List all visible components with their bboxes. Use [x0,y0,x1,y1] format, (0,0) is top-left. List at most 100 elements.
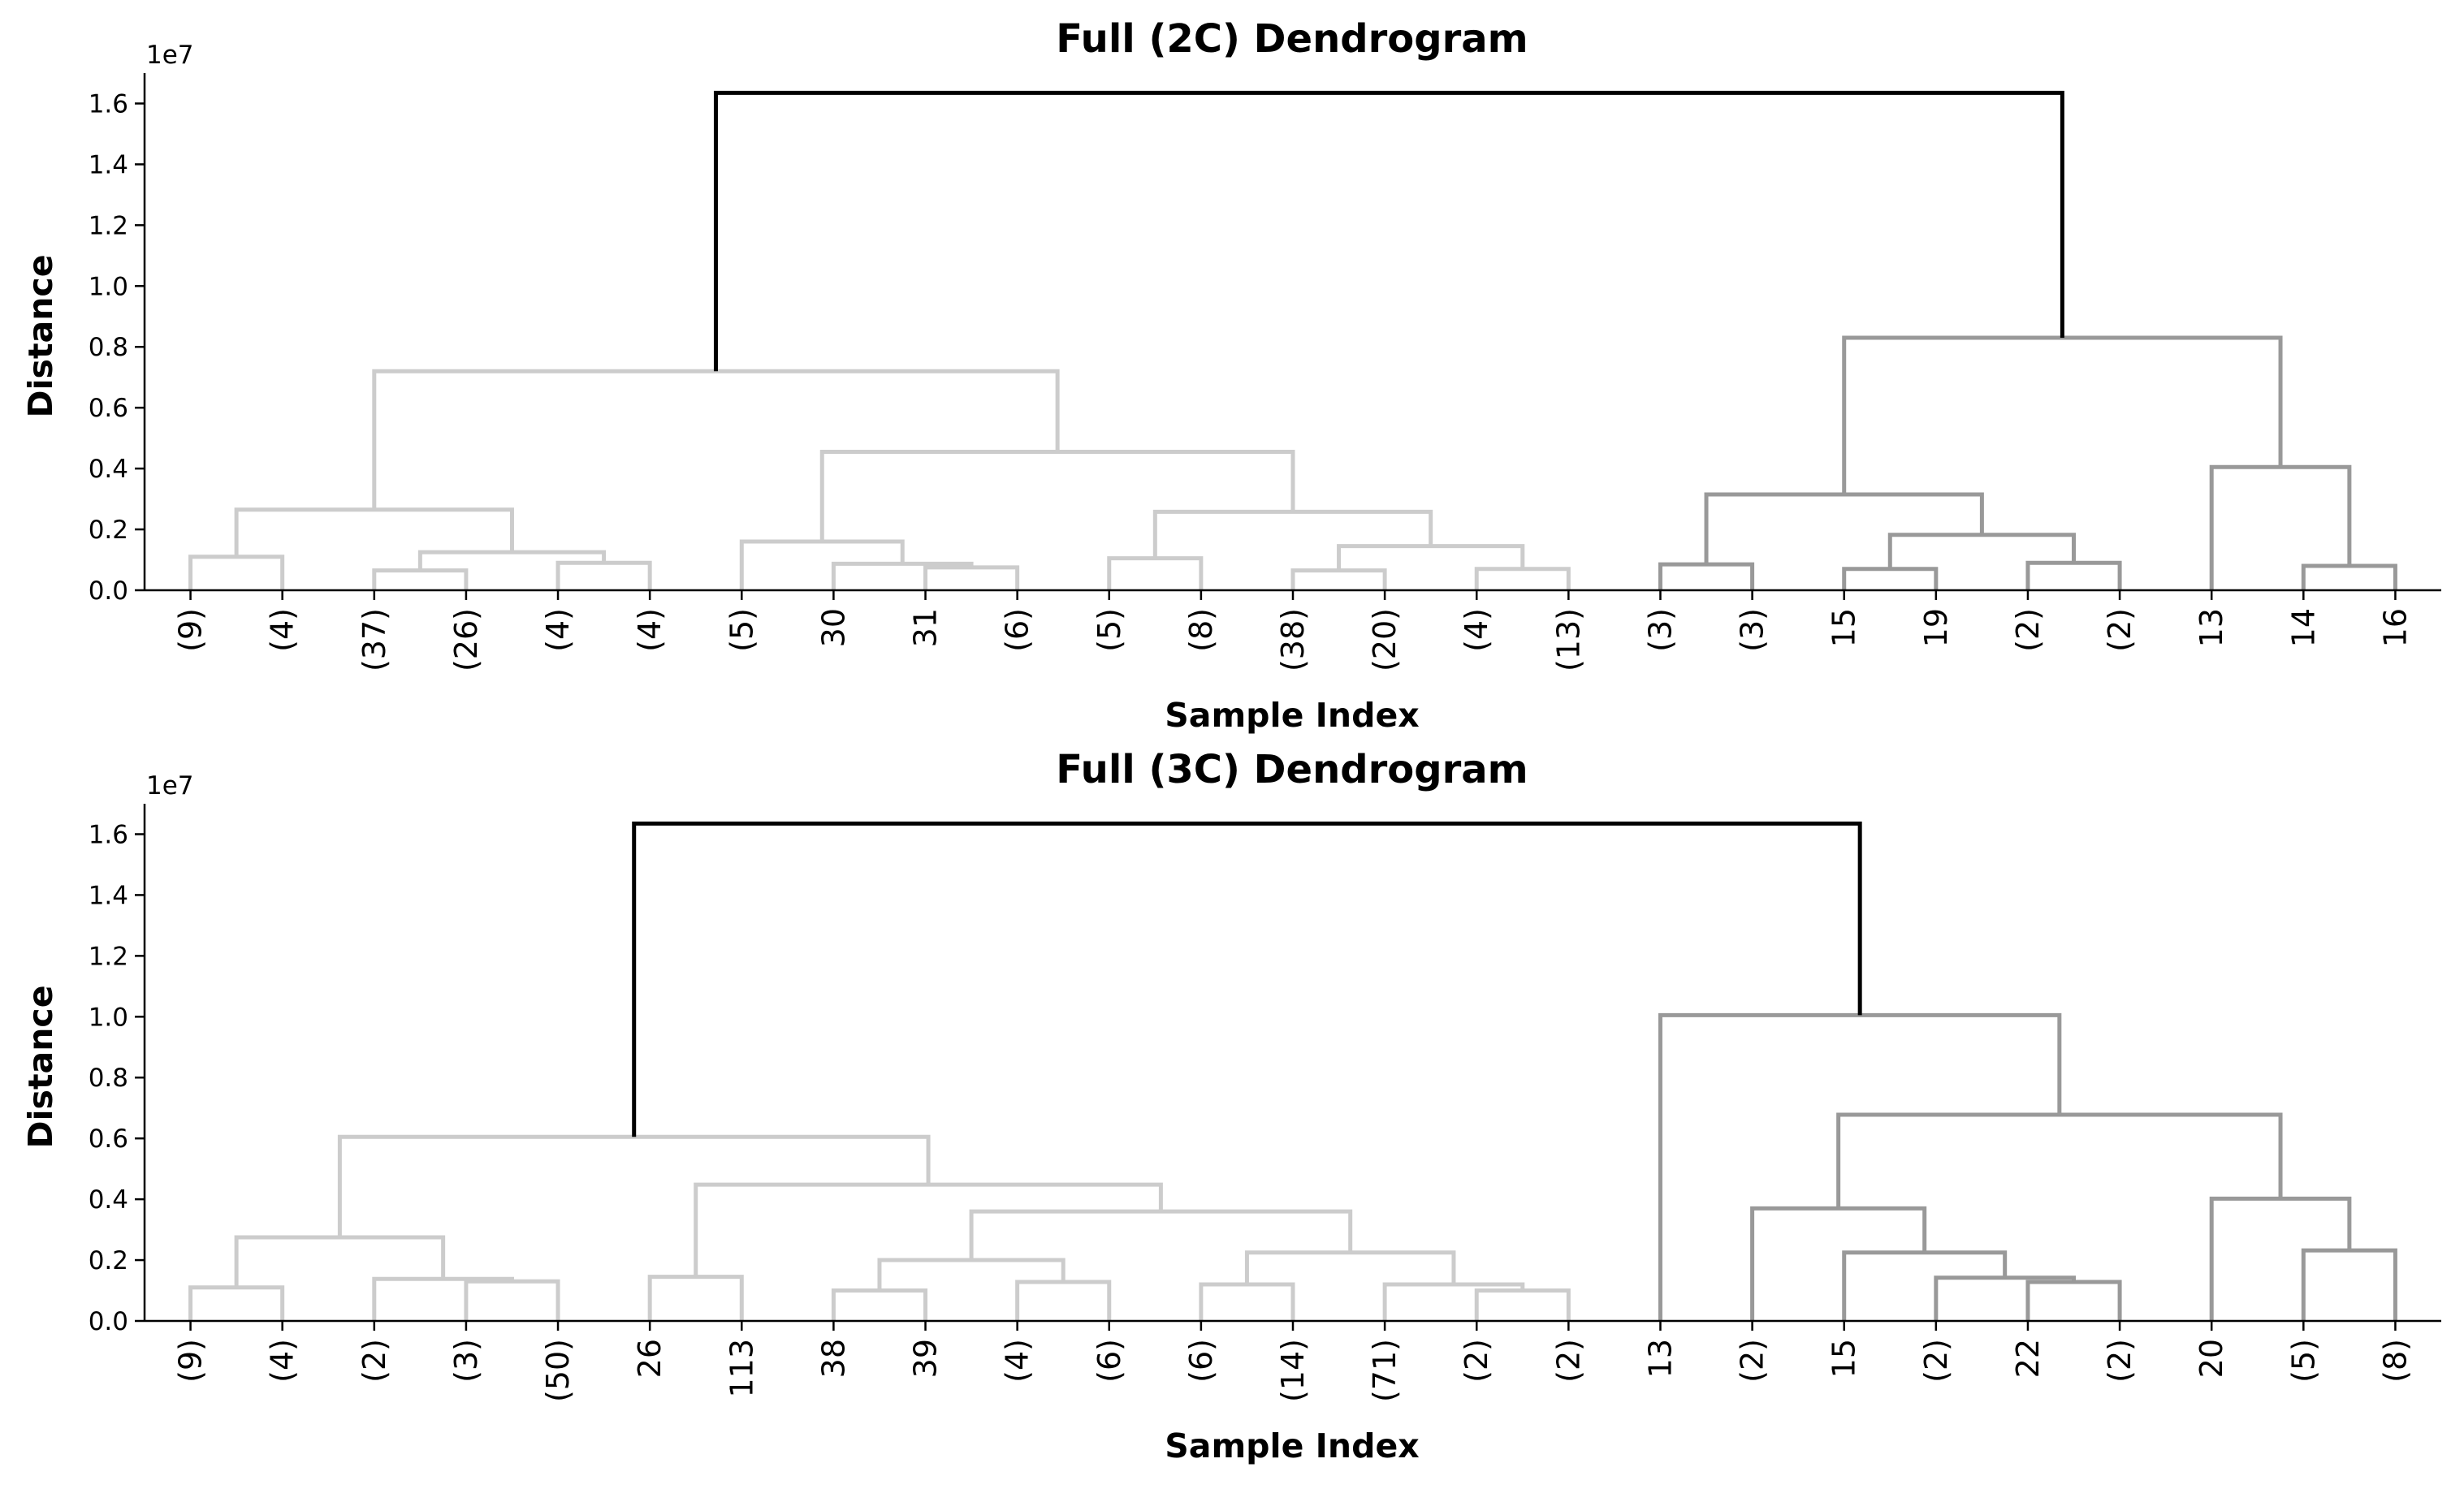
leaf-label: (8) [1183,608,1219,652]
y-tick-label: 0.0 [89,1307,128,1336]
leaf-label: (37) [357,608,392,671]
leaf-label: (3) [448,1339,484,1383]
leaf-label: (20) [1367,608,1403,671]
leaf-label: (13) [1550,608,1586,671]
cluster-link [1382,1282,1525,1321]
leaf-label: (4) [265,1339,300,1383]
cluster-link [2209,1196,2352,1321]
leaf-label: (38) [1275,608,1311,671]
dendrogram-links [188,90,2397,590]
cluster-link [831,1288,928,1321]
root-link [713,90,2064,372]
leaf-label: (3) [1735,608,1770,652]
cluster-link [1199,1282,1295,1321]
y-axis-offset-label: 1e7 [146,41,194,70]
leaf-label: (4) [540,608,576,652]
cluster-link [1337,544,1525,571]
leaf-label: (4) [1000,1339,1035,1383]
leaf-label: (6) [1000,608,1035,652]
cluster-link [234,1235,446,1288]
leaf-label: 16 [2377,608,2413,647]
leaf-label: (2) [1459,1339,1494,1383]
leaf-label: 14 [2285,608,2321,647]
dendrogram-links [188,821,2397,1321]
cluster-link [1842,567,1939,590]
leaf-label: (26) [448,608,484,671]
cluster-link [1658,1012,2062,1321]
leaf-label: 39 [908,1339,944,1378]
cluster-link [2025,1280,2122,1321]
root-link [632,821,1862,1137]
y-axis-label: Distance [21,254,60,417]
y-tick-label: 0.2 [89,1246,128,1275]
leaf-label: 26 [632,1339,668,1378]
leaf-label: (2) [2102,1339,2138,1383]
y-tick-label: 0.6 [89,1124,128,1154]
y-tick-label: 0.4 [89,455,128,484]
cluster-link [555,560,652,590]
cluster-link [969,1209,1353,1261]
leaf-label: (6) [1183,1339,1219,1383]
cluster-link [1658,562,1755,590]
leaf-label: (3) [1642,608,1678,652]
cluster-link [1474,567,1571,590]
y-tick-label: 1.4 [89,881,128,910]
y-tick-label: 1.2 [89,211,128,240]
cluster-link [372,1276,514,1321]
leaf-label: 30 [815,608,851,647]
leaf-label: (5) [2285,1339,2321,1383]
cluster-link [819,450,1295,542]
leaf-label: (5) [1092,608,1127,652]
leaf-label: (2) [357,1339,392,1383]
leaf-label: (9) [173,608,209,652]
y-tick-label: 1.0 [89,1003,128,1032]
leaf-label: (50) [540,1339,576,1402]
cluster-link [923,565,1020,590]
x-axis-label: Sample Index [1165,696,1419,735]
cluster-link [831,561,974,590]
axes: 0.0 0.2 0.4 0.6 0.8 1.0 1.2 1.4 1.6 (9) (4) (37) (26… [89,73,2441,671]
cluster-link [1290,568,1387,590]
cluster-link [2301,1248,2397,1321]
cluster-link [2209,464,2352,590]
cluster-link [1887,533,2077,569]
leaf-label: (4) [1459,608,1494,652]
cluster-link [2301,563,2397,590]
leaf-label: (5) [724,608,759,652]
dendrogram-panel-3c: Full (3C) Dendrogram 1e7 Distance Sample… [21,747,2441,1465]
leaf-label: (2) [2010,608,2046,652]
y-tick-label: 0.4 [89,1185,128,1215]
leaf-label: (2) [1918,1339,1954,1383]
cluster-link [694,1182,1163,1277]
leaf-label: (4) [265,608,300,652]
chart-title: Full (3C) Dendrogram [1056,747,1528,792]
y-tick-label: 0.0 [89,576,128,606]
y-tick-label: 0.6 [89,394,128,423]
leaf-label: 13 [1642,1339,1678,1378]
leaf-label: 22 [2010,1339,2046,1378]
cluster-link [188,555,285,590]
cluster-link [188,1285,285,1321]
leaf-label: 19 [1918,608,1954,647]
x-axis-label: Sample Index [1165,1426,1419,1465]
cluster-link [464,1279,560,1321]
cluster-link [1842,1250,2008,1321]
cluster-link [1750,1206,1927,1321]
leaf-label: (6) [1092,1339,1127,1383]
cluster-link [877,1258,1066,1291]
cluster-link [2025,560,2122,590]
leaf-label: (2) [2102,608,2138,652]
leaf-label: 20 [2194,1339,2229,1378]
cluster-link [1934,1275,2077,1321]
cluster-link [234,507,514,557]
leaf-label: (8) [2377,1339,2413,1383]
leaf-label: (71) [1367,1339,1403,1402]
cluster-link [337,1134,931,1237]
leaf-label: 31 [908,608,944,647]
cluster-link [1842,335,2283,494]
leaf-label: (4) [632,608,668,652]
cluster-link [372,568,469,590]
leaf-label: (2) [1550,1339,1586,1383]
leaf-label: 113 [724,1339,759,1398]
